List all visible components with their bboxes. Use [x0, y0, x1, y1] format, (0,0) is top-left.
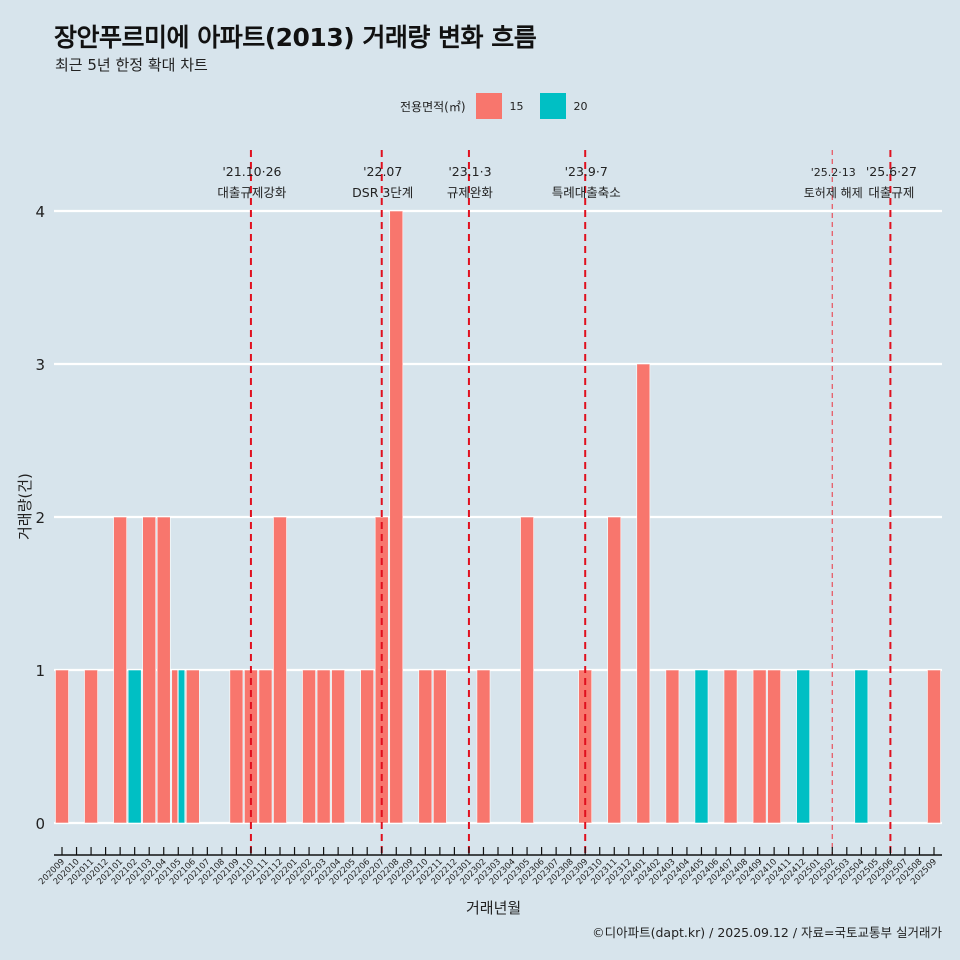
bar-15-202104 [156, 516, 171, 824]
bar-15-202009 [55, 669, 69, 824]
bar-15-202302 [476, 669, 491, 824]
event-name-label: 토허제 해제 [804, 186, 863, 200]
y-tick-label: 3 [35, 356, 45, 374]
event-date-label: '23.9·7 [565, 164, 608, 179]
legend-key-15 [475, 93, 502, 119]
bar-15-202112 [273, 516, 287, 824]
y-tick-label: 0 [35, 815, 45, 833]
y-tick-label: 4 [35, 203, 45, 221]
bar-15-202206 [360, 669, 375, 824]
legend: 전용면적(㎡) 15 20 [400, 93, 594, 119]
bar-15-202109 [229, 669, 244, 824]
chart-title: 장안푸르미에 아파트(2013) 거래량 변화 흐름 [54, 23, 537, 52]
bar-15-202105 [171, 669, 179, 824]
chart-subtitle: 최근 5년 한정 확대 차트 [55, 56, 208, 74]
bar-15-202106 [185, 669, 200, 824]
event-name-label: 대출규제 [868, 185, 914, 200]
bar-20-202405 [694, 669, 709, 824]
event-name-label: 대출규제강화 [217, 185, 287, 200]
legend-key-20 [539, 93, 566, 119]
bar-20-202504 [854, 669, 869, 824]
y-tick-label: 1 [35, 662, 45, 680]
bar-15-202211 [433, 669, 447, 824]
y-tick-label: 2 [35, 509, 45, 527]
bar-15-202403 [665, 669, 680, 824]
source-caption: ©디아파트(dapt.kr) / 2025.09.12 / 자료=국토교통부 실… [592, 925, 942, 940]
bar-15-202210 [418, 669, 433, 824]
bar-15-202305 [520, 516, 534, 824]
event-date-label: '25.2·13 [811, 166, 856, 179]
event-date-label: '22.07 [363, 164, 402, 179]
bar-15-202208 [389, 210, 404, 824]
event-date-label: '21.10·26 [222, 164, 281, 179]
bar-15-202204 [331, 669, 345, 824]
x-axis-title: 거래년월 [466, 899, 522, 917]
bar-15-202409 [752, 669, 767, 824]
event-name-label: 규제완화 [447, 185, 494, 200]
bar-15-202103 [142, 516, 157, 824]
bar-20-202105 [177, 669, 186, 824]
legend-label-20: 20 [573, 99, 588, 113]
bar-15-202311 [607, 516, 622, 824]
event-name-label: DSR 3단계 [352, 185, 413, 200]
event-date-label: '25.6·27 [866, 164, 917, 179]
bar-15-202011 [84, 669, 98, 824]
event-date-label: '23.1·3 [448, 164, 491, 179]
bar-15-202401 [636, 363, 651, 824]
bar-15-202111 [258, 669, 273, 824]
legend-title: 전용면적(㎡) [400, 99, 466, 114]
event-name-label: 특례대출축소 [552, 185, 621, 200]
y-axis-title: 거래량(건) [16, 473, 34, 540]
bar-15-202101 [113, 516, 127, 824]
bar-20-202412 [796, 669, 811, 824]
bar-20-202102 [127, 669, 142, 824]
bar-15-202407 [723, 669, 738, 824]
bar-15-202509 [927, 669, 941, 824]
bar-15-202203 [316, 669, 331, 824]
bar-15-202410 [767, 669, 781, 824]
legend-label-15: 15 [509, 99, 524, 113]
bar-15-202202 [302, 669, 316, 824]
